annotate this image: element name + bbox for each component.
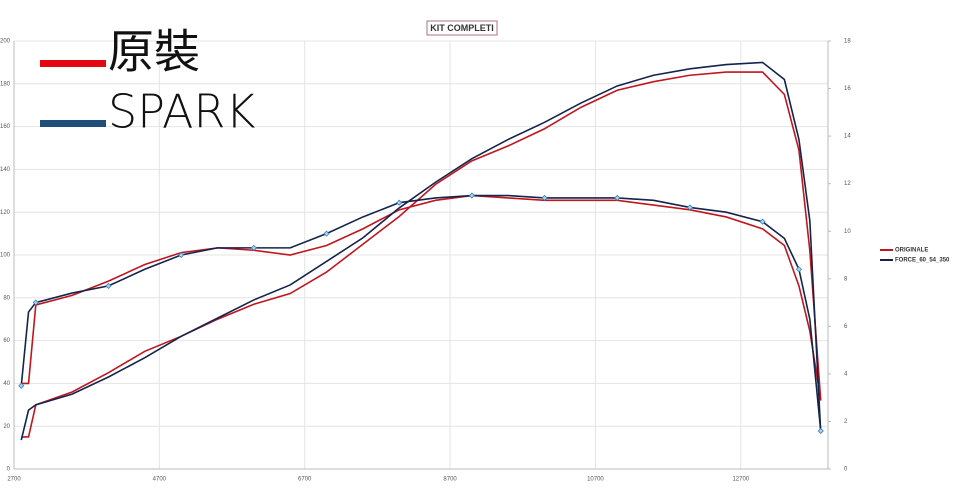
annotation-swatch [40, 120, 106, 127]
y2-tick-label: 2 [844, 419, 848, 425]
point-marker [614, 194, 621, 201]
y-tick-label: 80 [3, 295, 10, 301]
annotation-swatch [40, 60, 106, 67]
point-marker [759, 218, 766, 225]
y-tick-label: 180 [0, 81, 11, 87]
x-tick-label: 6700 [298, 477, 312, 483]
annotation-text: SPARK [108, 85, 256, 139]
power-line [20, 61, 822, 441]
x-tick-label: 10700 [587, 477, 604, 483]
point-marker [18, 382, 25, 389]
y2-tick-label: 12 [844, 181, 851, 187]
x-tick-label: 4700 [153, 477, 167, 483]
point-marker [178, 251, 185, 259]
y-tick-label: 20 [3, 424, 10, 430]
y-tick-label: 200 [0, 39, 11, 45]
legend-label: ORIGINALE [895, 248, 928, 254]
y2-tick-label: 16 [844, 86, 851, 92]
title-box [426, 20, 498, 36]
point-marker [32, 299, 39, 306]
point-marker [541, 194, 548, 201]
y2-tick-label: 8 [844, 276, 848, 282]
y2-tick-label: 6 [844, 324, 848, 330]
x-tick-label: 2700 [7, 477, 21, 483]
y-tick-label: 140 [0, 167, 11, 173]
point-marker [468, 192, 475, 199]
y2-tick-label: 10 [844, 229, 851, 235]
point-marker [795, 266, 802, 273]
point-marker [105, 282, 112, 289]
y2-tick-label: 18 [844, 39, 851, 45]
y-tick-label: 40 [3, 381, 10, 387]
legend-label: FORCE_60_54_350 [895, 258, 950, 264]
y2-tick-label: 0 [844, 467, 848, 473]
point-marker [817, 427, 824, 435]
x-tick-label: 8700 [443, 477, 457, 483]
y2-tick-label: 4 [844, 371, 848, 377]
point-marker [686, 204, 693, 211]
y2-tick-label: 14 [844, 134, 851, 140]
torque-line [20, 194, 822, 432]
chart-title: KIT COMPLETI [430, 23, 494, 33]
annotation-text: 原裝 [108, 25, 200, 79]
y-tick-label: 100 [0, 253, 11, 259]
x-tick-label: 12700 [732, 477, 749, 483]
torque-line [21, 194, 822, 401]
point-marker [250, 244, 257, 251]
y-tick-label: 160 [0, 124, 11, 130]
power-line [21, 71, 822, 438]
y-tick-label: 120 [0, 210, 11, 216]
y-tick-label: 60 [3, 338, 10, 344]
point-marker [396, 199, 403, 206]
y-tick-label: 0 [7, 467, 11, 473]
point-marker [323, 230, 330, 237]
